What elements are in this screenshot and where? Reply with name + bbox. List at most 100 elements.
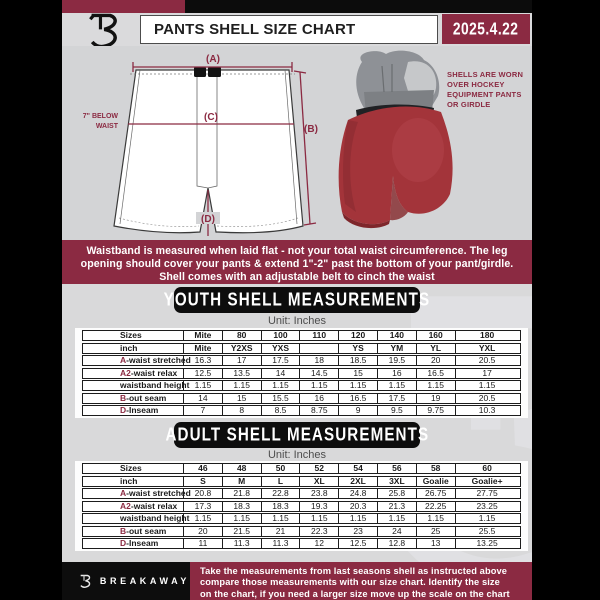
table-row: inch Mite Y2XS YXS YS YM YL YXL [82,342,521,354]
row-label: B-out seam [120,392,167,403]
table-cell: 12.8 [376,539,416,548]
table-cell: 2XL [338,476,377,486]
footer-instructions-line: Take the measurements from last seasons … [200,566,508,576]
table-cell: 27.75 [454,489,519,498]
adult-section-banner: ADULT SHELL MEASUREMENTS [165,422,428,448]
table-cell: 1.15 [454,514,519,523]
table-cell: 10.3 [454,406,519,415]
table-cell: 160 [415,331,455,340]
table-cell: 9.5 [376,406,416,415]
breakaway-logo-small-icon [80,574,91,588]
table-cell: 8.5 [260,406,300,415]
diagram-label-d: (D) [201,214,215,225]
table-cell: 20 [415,356,455,365]
table-cell: 18 [299,356,338,365]
row-label: Sizes [120,330,142,340]
table-cell: 17 [454,368,519,378]
table-cell: 1.15 [221,514,261,523]
footer-brand-box: BREAKAWAY [62,562,190,600]
table-row: A2-waist relax 12.5 13.5 14 14.5 15 16 16.5 17 [82,367,521,379]
table-cell: 18.3 [260,501,300,511]
table-cell: 19.5 [376,356,416,365]
table-cell [299,343,338,353]
table-cell: 22.8 [260,489,300,498]
table-cell: 8.75 [299,406,338,415]
table-cell: 100 [260,331,300,340]
diagram-waist-note-line1: 7" BELOW [83,113,119,120]
info-banner: Waistband is measured when laid flat - n… [62,240,532,284]
table-cell: M [221,476,261,486]
footer-instructions-line: compare those measurements with our size… [200,577,500,588]
table-cell: 46 [183,464,222,473]
table-cell: YXL [454,343,519,353]
table-cell: 52 [299,464,338,473]
photo-caption: SHELLS ARE WORN OVER HOCKEY EQUIPMENT PA… [447,70,531,110]
table-cell: 1.15 [260,514,300,523]
table-cell: 14.5 [299,368,338,378]
table-cell: 16 [299,393,338,403]
youth-measurements-table: Sizes Mite 80 100 110 120 140 160 180 inch Mite Y2X… [75,328,528,418]
table-cell: 15.5 [260,393,300,403]
info-banner-line: Waistband is measured when laid flat - n… [86,245,508,257]
row-label: A-waist stretched [120,355,191,365]
table-cell: 50 [260,464,300,473]
table-cell: 1.15 [376,381,416,390]
table-cell: 180 [454,331,519,340]
date-text: 2025.4.22 [453,19,519,39]
table-cell: 23.25 [454,501,519,511]
table-cell: 22.3 [299,526,338,536]
adult-measurements-table: Sizes 46 48 50 52 54 56 58 60 inch S M L XL 2XL 3XL Goal… [75,461,528,551]
table-cell: 24.8 [338,489,377,498]
table-cell: 1.15 [376,514,416,523]
table-cell: 9 [338,406,377,415]
footer-instructions: Take the measurements from last seasons … [190,562,532,600]
table-cell: 19 [415,393,455,403]
table-cell: 54 [338,464,377,473]
table-cell: 12.5 [183,368,222,378]
table-cell: 14 [183,393,222,403]
table-cell: 20.8 [183,489,222,498]
table-cell: 13 [415,539,455,548]
photo-caption-line: OR GIRDLE [447,100,491,109]
table-cell: 120 [338,331,377,340]
page-title: PANTS SHELL SIZE CHART [154,21,356,38]
table-cell: 21.8 [221,489,261,498]
table-cell: 25.5 [454,526,519,536]
table-cell: 22.25 [415,501,455,511]
row-label: A-waist stretched [120,488,191,498]
adult-unit-label: Unit: Inches [267,449,327,461]
shell-photo-illustration [338,50,453,229]
table-cell: 12.5 [338,539,377,548]
table-row: Sizes 46 48 50 52 54 56 58 60 [82,463,521,474]
table-cell: 1.15 [260,381,300,390]
table-cell: 1.15 [299,381,338,390]
table-cell: 8 [221,406,261,415]
table-cell: 21.3 [376,501,416,511]
table-row: Sizes Mite 80 100 110 120 140 160 180 [82,330,521,341]
table-cell: 13.5 [221,368,261,378]
table-row: D-Inseam 11 11.3 11.3 12 12.5 12.8 13 13.25 [82,538,521,549]
table-cell: 12 [299,539,338,548]
table-cell: 110 [299,331,338,340]
table-cell: L [260,476,300,486]
row-label: D-Inseam [120,538,159,548]
table-cell: 17 [221,356,261,365]
youth-unit-label: Unit: Inches [267,315,327,327]
youth-section-title: YOUTH SHELL MEASUREMENTS [163,289,431,310]
table-cell: YS [338,343,377,353]
footer-instructions-line: on the chart, if you need a larger size … [200,588,510,599]
photo-caption-line: EQUIPMENT PANTS [447,90,522,99]
table-cell: Goalie [415,476,455,486]
table-cell: 58 [415,464,455,473]
table-cell: 3XL [376,476,416,486]
diagram-section: (A) (B) (C) (D) 7" BELOW WAIST [62,46,532,240]
top-accent-strip [62,0,532,13]
table-cell: 25 [415,526,455,536]
table-cell: 20 [183,526,222,536]
table-cell: 140 [376,331,416,340]
table-cell: 1.15 [221,381,261,390]
table-cell: Goalie+ [454,476,519,486]
page-title-box: PANTS SHELL SIZE CHART [140,15,438,44]
table-cell: 21.5 [221,526,261,536]
